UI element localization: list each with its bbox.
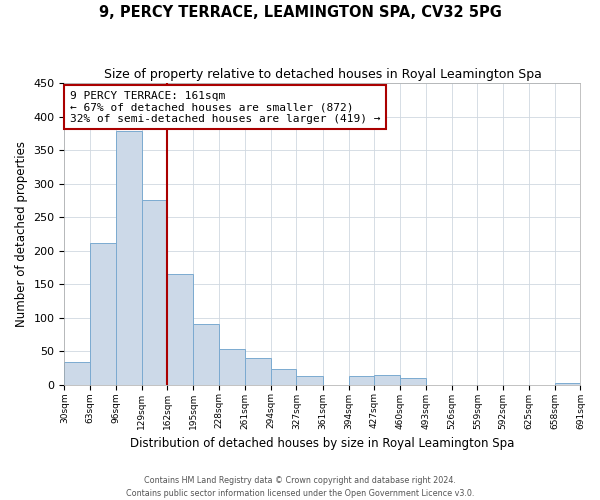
Title: Size of property relative to detached houses in Royal Leamington Spa: Size of property relative to detached ho… [104, 68, 541, 80]
Y-axis label: Number of detached properties: Number of detached properties [15, 141, 28, 327]
Bar [400, 378, 426, 384]
Text: Contains HM Land Registry data © Crown copyright and database right 2024.
Contai: Contains HM Land Registry data © Crown c… [126, 476, 474, 498]
Bar [116, 132, 142, 384]
Text: 9, PERCY TERRACE, LEAMINGTON SPA, CV32 5PG: 9, PERCY TERRACE, LEAMINGTON SPA, CV32 5… [98, 5, 502, 20]
Bar [219, 349, 245, 384]
Bar [90, 243, 116, 384]
Bar [271, 368, 296, 384]
Bar [167, 274, 193, 384]
Text: 9 PERCY TERRACE: 161sqm
← 67% of detached houses are smaller (872)
32% of semi-d: 9 PERCY TERRACE: 161sqm ← 67% of detache… [70, 90, 380, 124]
X-axis label: Distribution of detached houses by size in Royal Leamington Spa: Distribution of detached houses by size … [130, 437, 515, 450]
Bar [245, 358, 271, 384]
Bar [296, 376, 323, 384]
Bar [142, 200, 167, 384]
Bar [193, 324, 219, 384]
Bar [64, 362, 90, 384]
Bar [349, 376, 374, 384]
Bar [374, 374, 400, 384]
